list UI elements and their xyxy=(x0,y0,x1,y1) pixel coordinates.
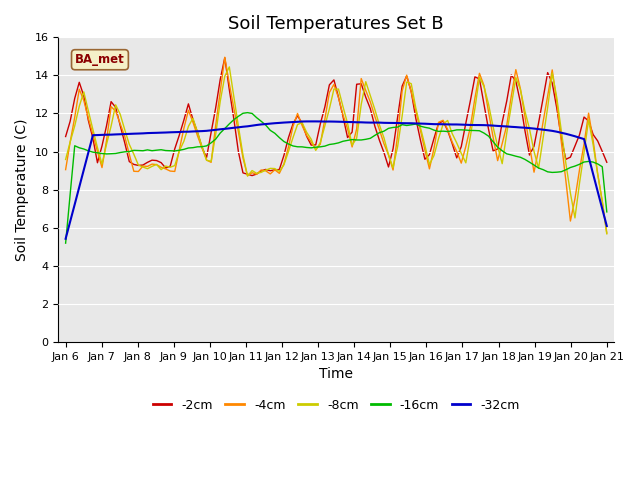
Legend: -2cm, -4cm, -8cm, -16cm, -32cm: -2cm, -4cm, -8cm, -16cm, -32cm xyxy=(148,394,525,417)
Y-axis label: Soil Temperature (C): Soil Temperature (C) xyxy=(15,119,29,261)
Title: Soil Temperatures Set B: Soil Temperatures Set B xyxy=(228,15,444,33)
Text: BA_met: BA_met xyxy=(75,53,125,66)
X-axis label: Time: Time xyxy=(319,367,353,381)
